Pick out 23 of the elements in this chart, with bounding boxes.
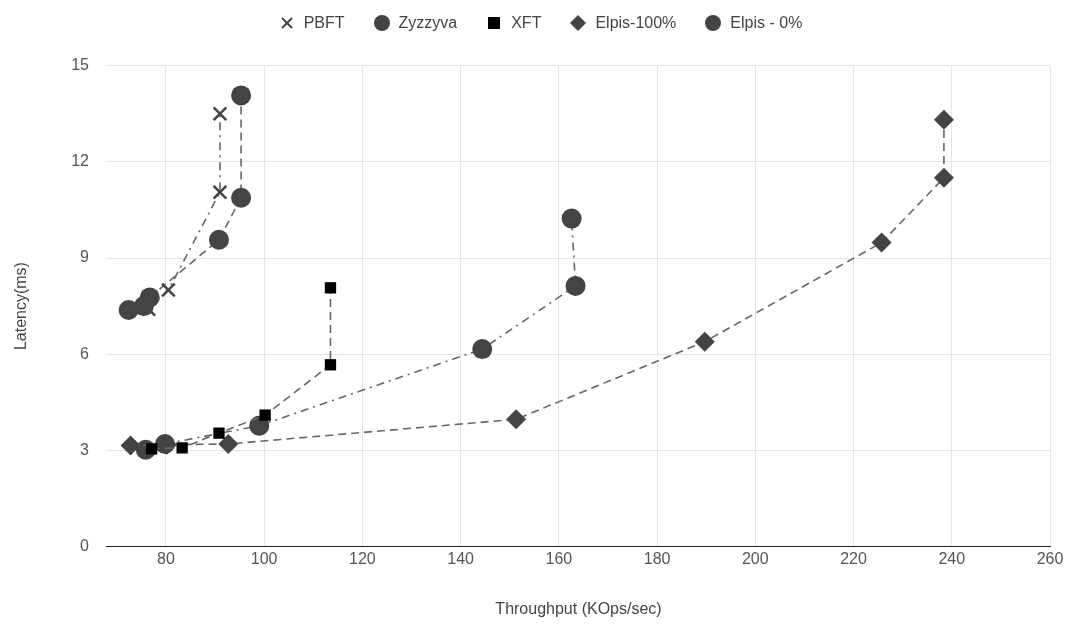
y-tick-label: 12 xyxy=(71,152,90,170)
y-tick-label: 9 xyxy=(80,248,90,266)
x-tick-label: 180 xyxy=(643,549,671,567)
legend-label: Zyzzyva xyxy=(398,14,458,32)
x-tick-label: 160 xyxy=(545,549,573,567)
x-axis-title: Throughput (KOps/sec) xyxy=(495,599,662,617)
x-tick-label: 200 xyxy=(741,549,769,567)
x-tick-label: 260 xyxy=(1036,549,1064,567)
x-tick-label: 240 xyxy=(938,549,966,567)
x-tick-label: 220 xyxy=(840,549,867,567)
legend-label: Elpis-100% xyxy=(595,14,677,32)
x-tick-label: 80 xyxy=(157,549,175,567)
y-tick-label: 3 xyxy=(80,440,90,458)
y-tick-label: 0 xyxy=(80,537,90,555)
x-tick-label: 120 xyxy=(349,549,376,567)
y-tick-label: 15 xyxy=(71,56,90,74)
y-axis-title: Latency(ms) xyxy=(12,262,30,351)
x-tick-label: 100 xyxy=(250,549,278,567)
y-tick-label: 6 xyxy=(80,344,90,362)
legend-label: PBFT xyxy=(303,14,345,32)
x-tick-label: 140 xyxy=(447,549,475,567)
legend-label: Elpis - 0% xyxy=(730,14,803,32)
legend-label: XFT xyxy=(511,14,542,32)
